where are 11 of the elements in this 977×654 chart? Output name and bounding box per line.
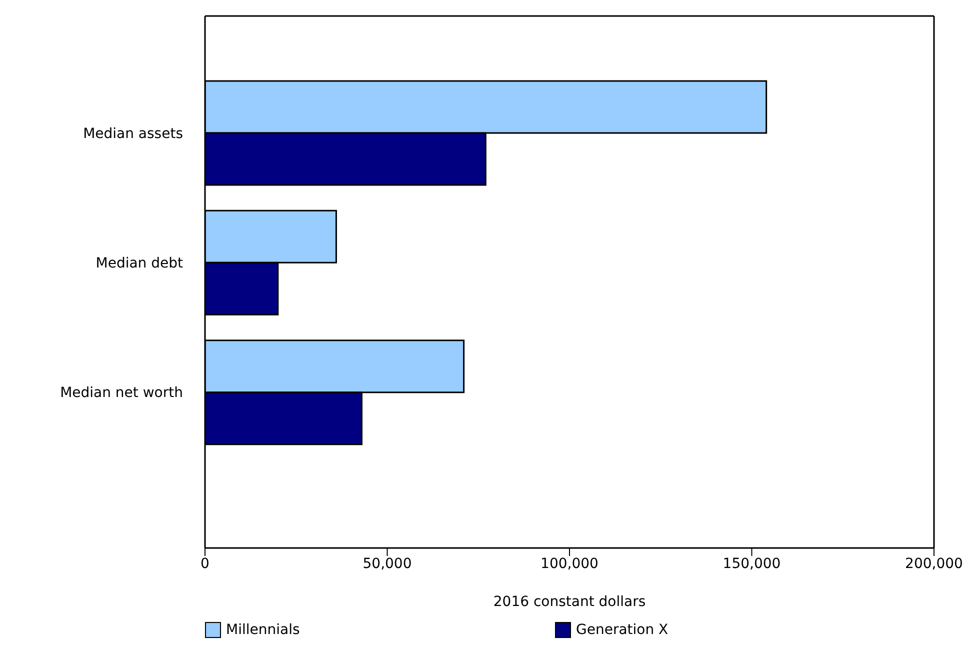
legend-label: Millennials — [226, 622, 300, 638]
x-tick-label: 150,000 — [722, 556, 781, 572]
x-tick-label: 100,000 — [540, 556, 598, 572]
y-tick-label: Median assets — [83, 126, 183, 142]
x-tick-label: 0 — [200, 556, 210, 572]
x-axis-title: 2016 constant dollars — [493, 594, 646, 610]
y-tick-label: Median net worth — [60, 385, 183, 402]
x-tick-label: 50,000 — [362, 556, 412, 572]
y-tick-label: Median debt — [96, 255, 184, 272]
legend-label: Generation X — [576, 622, 668, 638]
x-tick-label: 200,000 — [905, 556, 963, 572]
